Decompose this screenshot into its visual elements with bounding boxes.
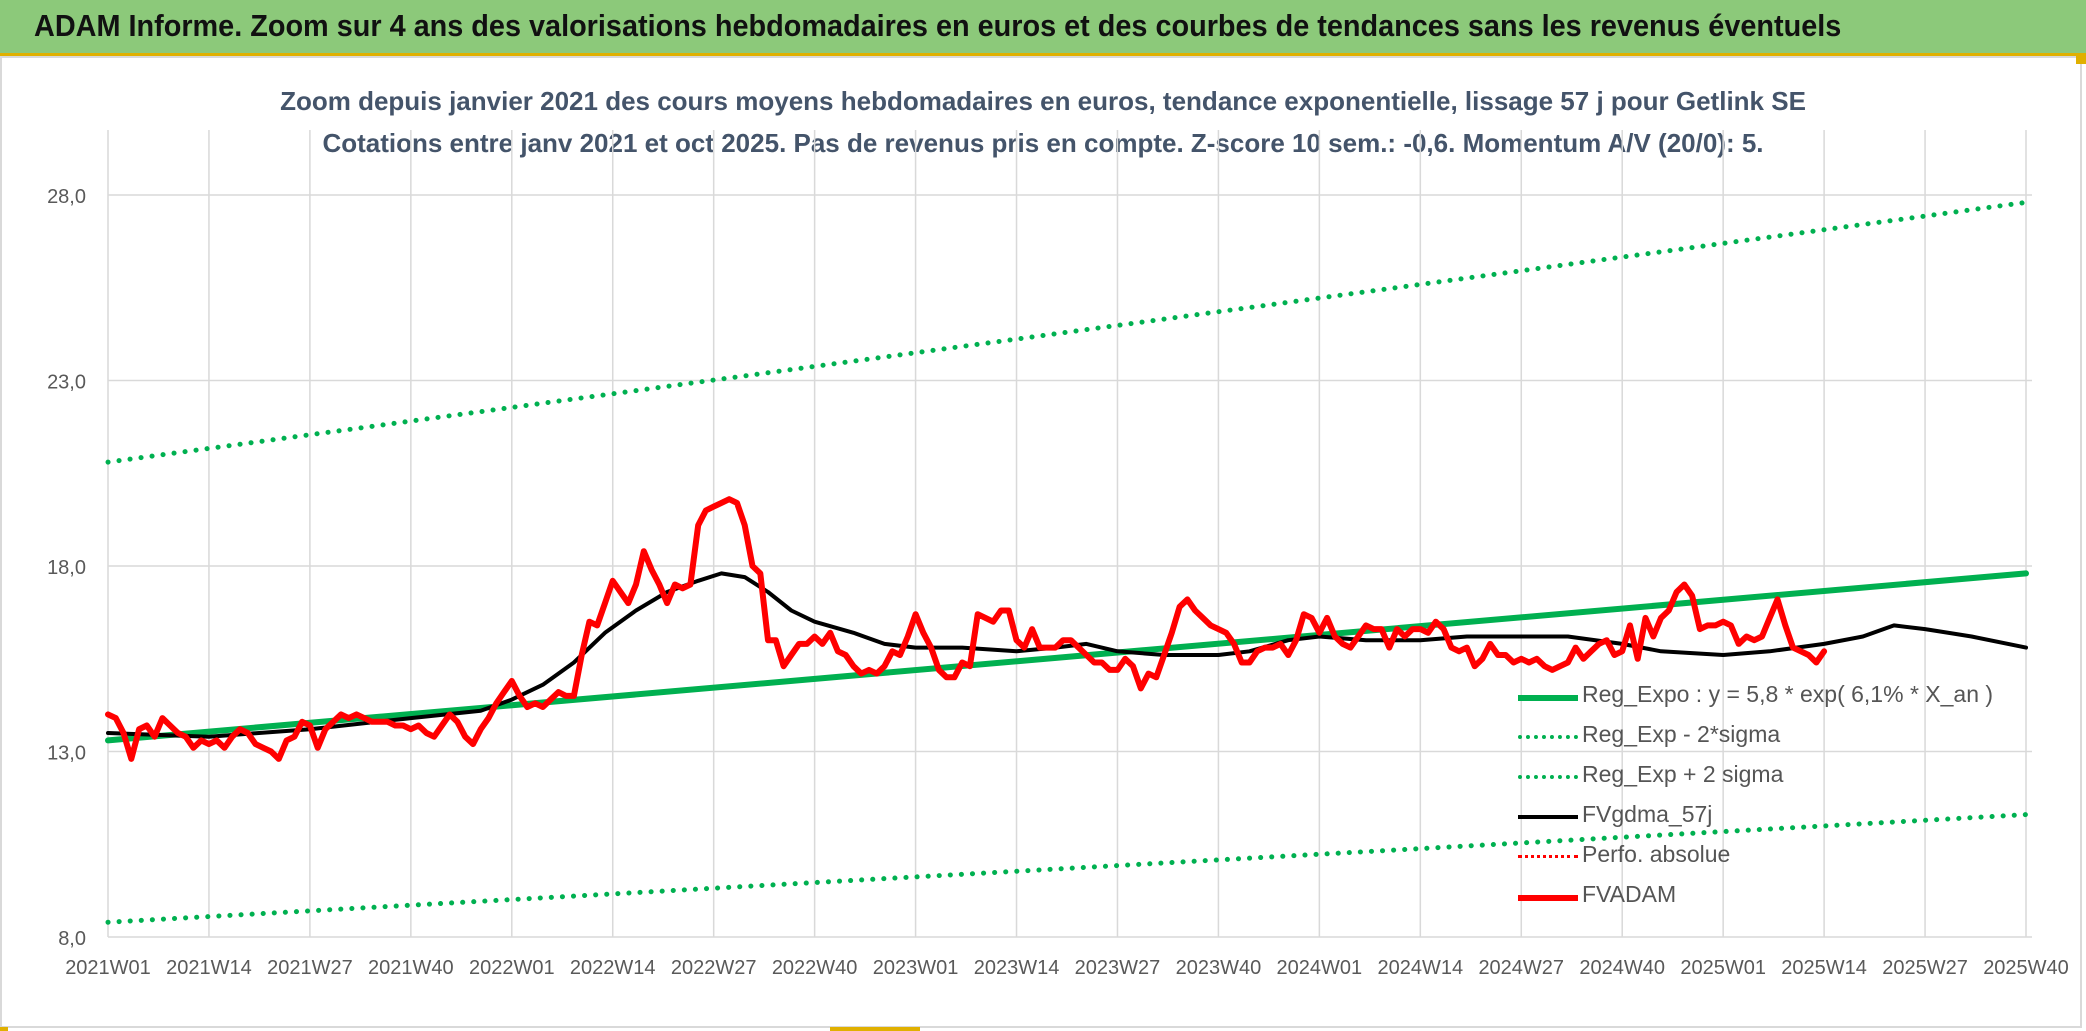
chart-frame <box>0 56 2082 1028</box>
y-tick-label: 13,0 <box>47 743 86 765</box>
x-tick-label: 2022W01 <box>469 957 555 979</box>
legend-label: FVgdma_57j <box>1582 801 1713 827</box>
x-tick-label: 2021W27 <box>267 957 353 979</box>
chart-legend: Reg_Expo : y = 5,8 * exp( 6,1% * X_an ) R… <box>1518 676 1998 916</box>
y-tick-label: 8,0 <box>58 928 86 950</box>
series-line-0 <box>105 570 2029 744</box>
frame-corner-accent <box>2076 54 2086 64</box>
x-tick-label: 2023W40 <box>1176 957 1262 979</box>
legend-item: FVgdma_57j <box>1518 796 1998 836</box>
series-line-1 <box>105 812 2029 925</box>
x-tick-label: 2025W40 <box>1983 957 2069 979</box>
legend-item: Reg_Exp + 2 sigma <box>1518 756 1998 796</box>
legend-swatch <box>1518 895 1578 901</box>
x-tick-label: 2024W01 <box>1277 957 1363 979</box>
x-tick-label: 2023W01 <box>873 957 959 979</box>
x-tick-label: 2022W40 <box>772 957 858 979</box>
legend-label: Reg_Exp + 2 sigma <box>1582 761 1784 787</box>
x-tick-label: 2022W14 <box>570 957 656 979</box>
series-line-2 <box>105 199 2029 465</box>
x-tick-label: 2024W27 <box>1478 957 1564 979</box>
x-tick-label: 2025W01 <box>1680 957 1766 979</box>
chart-gridlines <box>107 130 2032 938</box>
legend-item: Reg_Expo : y = 5,8 * exp( 6,1% * X_an ) <box>1518 676 1998 716</box>
x-tick-label: 2023W27 <box>1075 957 1161 979</box>
legend-swatch <box>1518 815 1578 819</box>
x-tick-label: 2021W40 <box>368 957 454 979</box>
y-tick-label: 23,0 <box>47 372 86 394</box>
x-tick-label: 2021W14 <box>166 957 252 979</box>
chart-axes: 8,0 13,0 18,0 23,0 28,0 2021W01 2021W14 2021W27… <box>47 186 2069 979</box>
frame-bottom-accent <box>830 1027 920 1031</box>
series-line-5 <box>105 496 1828 762</box>
legend-label: Perfo. absolue <box>1582 841 1731 867</box>
chart-series <box>105 199 2029 925</box>
x-tick-label: 2023W14 <box>974 957 1060 979</box>
y-tick-label: 18,0 <box>47 557 86 579</box>
legend-swatch <box>1518 695 1578 701</box>
legend-item: FVADAM <box>1518 876 1998 916</box>
legend-item: Reg_Exp - 2*sigma <box>1518 716 1998 756</box>
x-tick-label: 2025W27 <box>1882 957 1968 979</box>
legend-label: Reg_Expo : y = 5,8 * exp( 6,1% * X_an ) <box>1582 681 1994 707</box>
legend-label: Reg_Exp - 2*sigma <box>1582 721 1781 747</box>
legend-swatch <box>1518 855 1578 858</box>
report-banner: ADAM Informe. Zoom sur 4 ans des valoris… <box>0 0 2086 56</box>
x-tick-label: 2024W14 <box>1378 957 1464 979</box>
chart-subtitle: Cotations entre janv 2021 et oct 2025. P… <box>322 128 1764 158</box>
x-tick-label: 2021W01 <box>65 957 151 979</box>
legend-swatch <box>1518 775 1578 779</box>
x-tick-label: 2025W14 <box>1781 957 1867 979</box>
chart-title: Zoom depuis janvier 2021 des cours moyen… <box>280 86 1806 116</box>
report-title: ADAM Informe. Zoom sur 4 ans des valoris… <box>34 8 1842 43</box>
legend-swatch <box>1518 735 1578 739</box>
x-tick-label: 2024W40 <box>1579 957 1665 979</box>
x-tick-label: 2022W27 <box>671 957 757 979</box>
frame-corner-accent-bottom <box>0 1027 8 1031</box>
legend-label: FVADAM <box>1582 881 1677 907</box>
legend-item: Perfo. absolue <box>1518 836 1998 876</box>
y-tick-label: 28,0 <box>47 186 86 208</box>
